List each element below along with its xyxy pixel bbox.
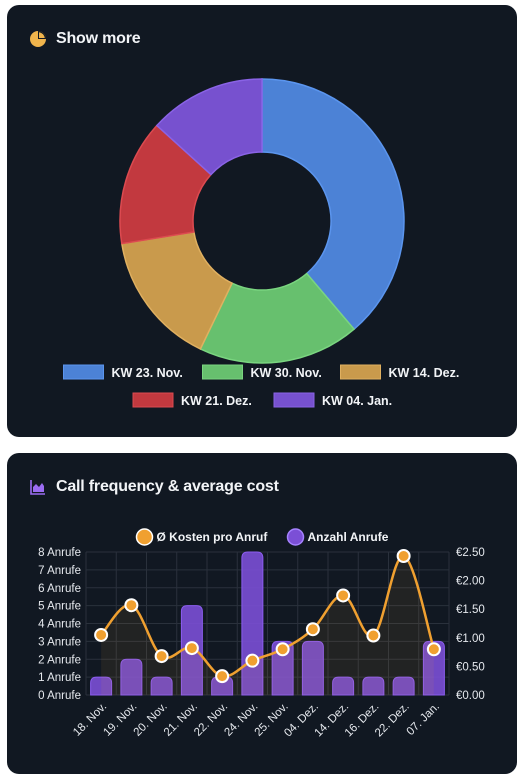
legend-item[interactable]: KW 14. Dez. [340,364,460,380]
legend-label: Ø Kosten pro Anruf [157,530,269,544]
bar-anzahl-anrufe[interactable] [301,640,324,696]
legend-marker [135,528,154,546]
y-left-tick-label: 0 Anrufe [38,690,81,702]
line-point[interactable] [184,641,199,656]
legend-swatch [63,364,104,380]
bar-anzahl-anrufe[interactable] [422,640,445,696]
line-point[interactable] [215,669,230,684]
y-right-tick-label: €0.50 [456,661,485,673]
y-left-tick-label: 5 Anrufe [38,601,81,613]
legend-item[interactable]: KW 04. Jan. [273,392,392,408]
line-point[interactable] [275,642,290,657]
bar-anzahl-anrufe[interactable] [271,640,294,696]
y-right-tick-label: €1.50 [456,604,485,616]
line-point[interactable] [426,642,441,657]
y-left-tick-label: 7 Anrufe [38,565,81,577]
frequency-card-title: Call frequency & average cost [56,478,279,495]
bar-anzahl-anrufe[interactable] [332,676,355,696]
combo-chart: Ø Kosten pro Anruf Anzahl Anrufe 0 Anrufe 1… [38,528,485,739]
legend-swatch [202,364,243,380]
y-right-tick-label: €1.00 [456,633,485,645]
line-point[interactable] [245,653,260,668]
bar-anzahl-anrufe[interactable] [392,676,415,696]
legend-item[interactable]: KW 21. Dez. [132,392,252,408]
line-area-fill [101,555,434,695]
line-point[interactable] [154,649,169,664]
y-left-tick-label: 8 Anrufe [38,547,81,559]
legend-label: KW 23. Nov. [112,366,183,380]
area-chart-icon [30,480,45,495]
bar-anzahl-anrufe[interactable] [90,676,113,696]
y-left-tick-label: 4 Anrufe [38,619,81,631]
line-point[interactable] [94,627,109,642]
legend-item[interactable]: Anzahl Anrufe [286,528,389,546]
donut-card-title: Show more [56,30,141,47]
donut-slice-5[interactable] [155,78,263,176]
donut-slice-1[interactable] [261,78,405,331]
line-point[interactable] [305,622,320,637]
legend-swatch [340,364,381,380]
y-right-tick-label: €2.00 [456,576,485,588]
y-left-tick-label: 6 Anrufe [38,583,81,595]
line-point[interactable] [336,588,351,603]
donut-card: Show more KW 23. Nov. KW 30. Nov. KW 14. D… [7,5,517,437]
y-left-tick-label: 3 Anrufe [38,636,81,648]
line-point[interactable] [396,549,411,564]
legend-label: KW 21. Dez. [181,394,252,408]
legend-marker [286,528,305,546]
legend-swatch [273,392,315,408]
donut-card-header[interactable]: Show more [29,30,141,48]
legend-label: KW 04. Jan. [322,394,392,408]
frequency-card: Call frequency & average cost Ø Kosten p… [7,453,517,774]
bar-anzahl-anrufe[interactable] [120,658,143,696]
legend-item[interactable]: Ø Kosten pro Anruf [135,528,269,546]
line-point[interactable] [366,628,381,643]
y-left-tick-label: 1 Anrufe [38,672,81,684]
y-left-tick-label: 2 Anrufe [38,654,81,666]
donut-slice-2[interactable] [199,272,356,364]
frequency-card-header: Call frequency & average cost [29,478,279,496]
x-tick-label: 07. Jan. [405,701,442,738]
legend-swatch [132,392,174,408]
donut-chart: KW 23. Nov. KW 30. Nov. KW 14. Dez. KW 21. … [63,78,460,408]
legend-label: KW 30. Nov. [251,366,322,380]
line-point[interactable] [124,598,139,613]
legend-item[interactable]: KW 30. Nov. [202,364,322,380]
legend-item[interactable]: KW 23. Nov. [63,364,183,380]
y-right-tick-label: €2.50 [456,547,485,559]
legend-label: Anzahl Anrufe [308,530,389,544]
pie-chart-icon [30,31,46,47]
bar-anzahl-anrufe[interactable] [362,676,385,696]
y-right-tick-label: €0.00 [456,690,485,702]
bar-anzahl-anrufe[interactable] [150,676,173,696]
legend-label: KW 14. Dez. [389,366,460,380]
